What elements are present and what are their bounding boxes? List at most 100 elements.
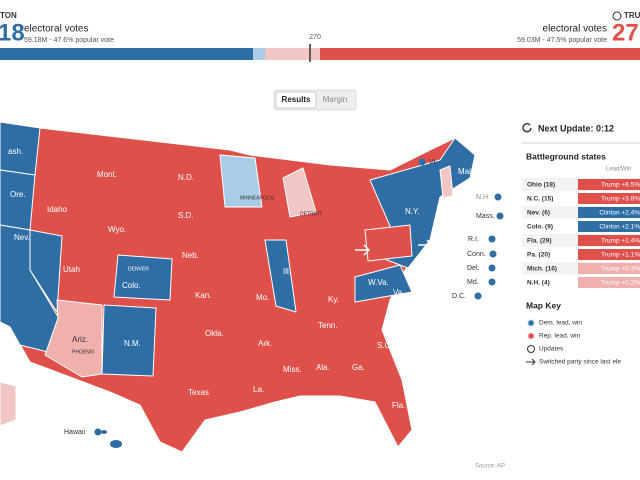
- state-label: Utah: [63, 265, 80, 274]
- state-label: Ill.: [283, 267, 291, 276]
- state-label: La.: [253, 385, 264, 394]
- map: [0, 121, 476, 453]
- row-result: Trump +0.3%: [601, 266, 640, 273]
- small-state-marker: [418, 158, 426, 166]
- key-label: Updates: [539, 346, 564, 353]
- row-state: Pa. (20): [527, 252, 550, 259]
- rep-lead-bar: [265, 48, 320, 60]
- row-result: Trump +8.5%: [601, 182, 640, 189]
- row-state: N.C. (15): [527, 196, 553, 203]
- right-popular: 59.03M - 47.5% popular vote: [517, 37, 607, 44]
- row-state: Mich. (16): [527, 266, 557, 273]
- right-votes-label: electoral votes: [543, 24, 607, 35]
- state: [354, 264, 413, 303]
- row-result-bg: [578, 193, 640, 204]
- state-label: Neb.: [182, 251, 199, 260]
- state: [101, 430, 107, 434]
- state-label: Vt.: [429, 159, 438, 166]
- state-label: Fla.: [392, 401, 405, 410]
- battleground-title: Battleground states: [526, 151, 606, 161]
- state-label: PHOENIX: [72, 349, 95, 355]
- tab-label[interactable]: Results: [282, 95, 311, 104]
- next-update: Next Update: 0:12: [538, 123, 614, 133]
- row-state: N.H. (4): [527, 280, 550, 287]
- row-result-bg: [578, 207, 640, 218]
- state: [29, 229, 63, 313]
- state: [0, 169, 36, 231]
- state-label: S.D.: [178, 211, 194, 220]
- state-label: Kan.: [195, 291, 211, 300]
- small-state-marker: [494, 193, 502, 201]
- state: [101, 304, 157, 377]
- row-result: Clinton +2.4%: [599, 210, 640, 217]
- small-state-marker: [94, 428, 102, 436]
- state-label: Texas: [188, 388, 209, 397]
- key-swatch: [527, 319, 535, 327]
- source: Source: AP: [475, 464, 505, 470]
- dem-lead-bar: [253, 48, 265, 60]
- state-label: Okla.: [205, 329, 224, 338]
- left-votes: 18: [0, 19, 25, 46]
- state-label: Va.: [393, 288, 404, 297]
- state-label: DETROIT: [300, 211, 322, 217]
- dem-bar: [0, 48, 253, 60]
- row-result: Trump +0.2%: [601, 280, 640, 287]
- key-swatch: [527, 332, 535, 340]
- state-label: Conn.: [467, 251, 486, 258]
- state-label: Tenn.: [318, 321, 338, 330]
- state-label: DENVER: [128, 266, 149, 272]
- small-state-marker: [488, 278, 496, 286]
- state-label: Mont.: [97, 170, 117, 179]
- state-label: Wyo.: [108, 225, 126, 234]
- key-title: Map Key: [526, 300, 561, 310]
- small-state-marker: [496, 212, 504, 220]
- state-label: BOSTON: [440, 201, 461, 207]
- state-label: ash.: [8, 147, 23, 156]
- row-result: Clinton +2.1%: [599, 224, 640, 231]
- state-label: MINNEAPOLIS: [240, 195, 275, 201]
- refresh-icon: [522, 122, 532, 133]
- right-votes: 27: [612, 19, 639, 46]
- row-state: Fla. (29): [527, 238, 552, 245]
- switch-arrow: [355, 239, 434, 256]
- state-label: N.D.: [178, 173, 194, 182]
- state-label: Md.: [467, 279, 479, 286]
- state-label: Colo.: [122, 281, 141, 290]
- row-result: Trump +3.8%: [601, 196, 640, 203]
- row-state: Colo. (9): [527, 224, 553, 231]
- key-label: Rep. lead, win: [539, 333, 581, 340]
- tab-results[interactable]: [275, 91, 317, 109]
- rep-bar: [320, 48, 640, 60]
- row-result-bg: [578, 263, 640, 274]
- state: [44, 299, 103, 378]
- state: [113, 254, 173, 301]
- state: [219, 154, 263, 208]
- state-label: N.M.: [124, 339, 141, 348]
- state-label: D.C.: [452, 293, 466, 300]
- state-label: Ala.: [316, 363, 330, 372]
- state: [439, 165, 454, 199]
- row-result-bg: [578, 249, 640, 260]
- small-state-marker: [489, 250, 497, 258]
- state-label: Maine: [458, 167, 480, 176]
- state-label: Hawaii: [64, 429, 85, 436]
- row-result-bg: [578, 221, 640, 232]
- state-label: N.Y.: [405, 207, 420, 216]
- small-state-marker: [488, 264, 496, 272]
- left-votes-label: electoral votes: [24, 24, 88, 35]
- key-swatch: [527, 345, 535, 353]
- key-label: Dem. lead, win: [539, 320, 582, 327]
- small-state-marker: [474, 292, 482, 300]
- tab-label[interactable]: Margin: [323, 95, 347, 104]
- key-label: Switched party since last ele: [539, 359, 621, 366]
- threshold-label: 270: [309, 34, 321, 41]
- state: [110, 440, 122, 448]
- state-label: Ga.: [352, 363, 365, 372]
- state-label: Ariz.: [72, 335, 88, 344]
- state: [282, 167, 317, 218]
- row-state: Ohio (18): [527, 182, 555, 189]
- row-result: Trump +1.4%: [601, 238, 640, 245]
- left-candidate: TON: [0, 11, 17, 20]
- state: [364, 224, 413, 262]
